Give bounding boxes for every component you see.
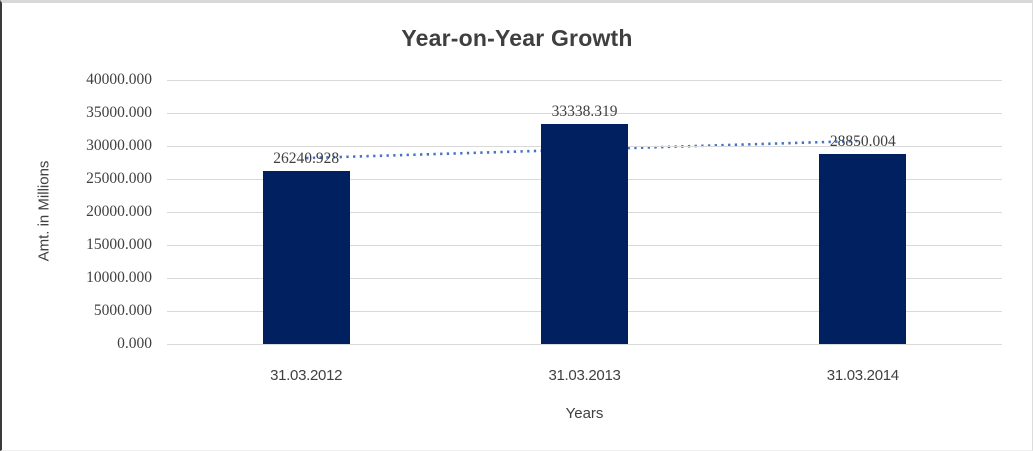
x-axis-title: Years: [565, 405, 604, 422]
y-tick-label: 10000.000: [86, 269, 152, 286]
bar-31.03.2012: [262, 170, 350, 344]
data-label: 33338.319: [551, 102, 618, 120]
y-tick-label: 35000.000: [86, 104, 152, 121]
y-tick-label: 25000.000: [86, 170, 152, 187]
data-label: 28850.004: [829, 132, 896, 150]
y-tick-label: 30000.000: [86, 137, 152, 154]
data-label: 26240.928: [273, 149, 340, 167]
gridline: [167, 80, 1002, 81]
y-tick-label: 0.000: [117, 335, 152, 352]
x-tick-label: 31.03.2012: [270, 367, 343, 384]
y-tick-label: 5000.000: [93, 302, 152, 319]
gridline: [167, 113, 1002, 114]
plot-area: 26240.928 33338.319 28850.004: [167, 80, 1002, 345]
year-on-year-growth-chart: Year-on-Year Growth Amt. in Millions 262…: [2, 3, 1032, 450]
bar-31.03.2014: [819, 153, 907, 344]
x-tick-label: 31.03.2013: [548, 367, 621, 384]
bar-31.03.2013: [541, 123, 628, 344]
y-tick-label: 20000.000: [86, 203, 152, 220]
y-tick-label: 40000.000: [86, 71, 152, 88]
chart-title: Year-on-Year Growth: [401, 25, 633, 51]
x-tick-label: 31.03.2014: [826, 367, 899, 384]
y-tick-label: 15000.000: [86, 236, 152, 253]
